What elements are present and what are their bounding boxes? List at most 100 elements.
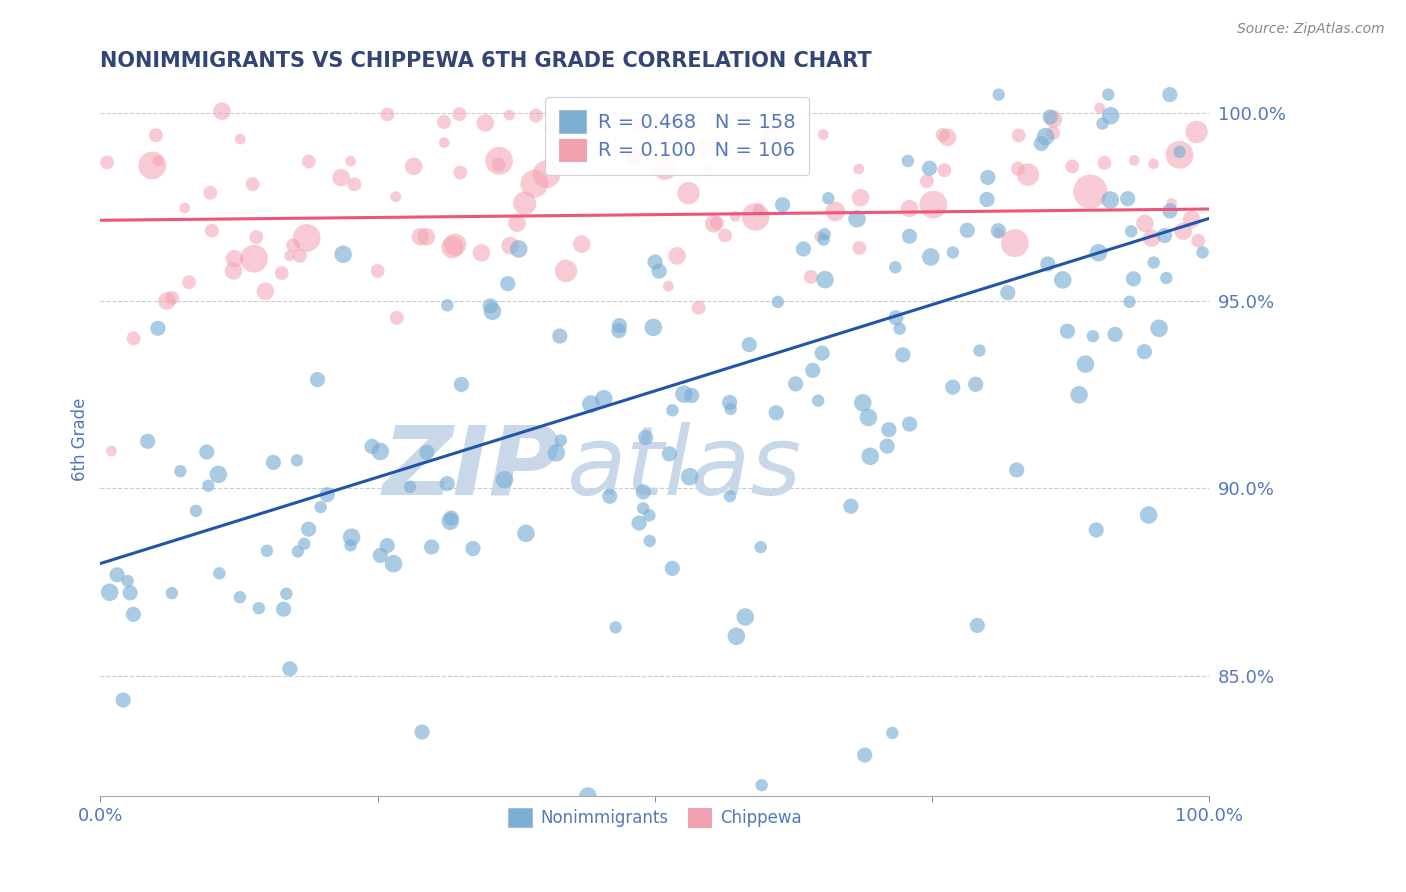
Point bbox=[309, 500, 332, 514]
Point bbox=[436, 476, 458, 491]
Text: ZIP: ZIP bbox=[382, 422, 561, 515]
Point bbox=[450, 377, 472, 392]
Point bbox=[633, 484, 655, 499]
Point bbox=[330, 170, 353, 185]
Point bbox=[548, 329, 571, 343]
Point bbox=[496, 277, 519, 291]
Point bbox=[898, 417, 921, 431]
Point bbox=[169, 464, 191, 478]
Point bbox=[839, 499, 862, 513]
Point bbox=[1097, 87, 1119, 102]
Point bbox=[256, 544, 278, 558]
Point bbox=[679, 469, 702, 483]
Point bbox=[1159, 203, 1181, 218]
Point bbox=[817, 191, 839, 205]
Point bbox=[436, 298, 458, 312]
Point bbox=[292, 537, 315, 551]
Point bbox=[370, 549, 392, 563]
Point bbox=[877, 423, 900, 437]
Point bbox=[1116, 192, 1139, 206]
Point bbox=[792, 242, 814, 256]
Point bbox=[523, 177, 546, 191]
Point bbox=[665, 249, 688, 263]
Point bbox=[808, 229, 831, 244]
Point bbox=[316, 488, 339, 502]
Point bbox=[536, 167, 558, 181]
Point bbox=[648, 264, 671, 278]
Point bbox=[242, 177, 264, 191]
Point bbox=[987, 87, 1010, 102]
Point bbox=[474, 116, 496, 130]
Point bbox=[765, 406, 787, 420]
Point bbox=[638, 508, 661, 523]
Point bbox=[538, 120, 561, 134]
Point bbox=[724, 210, 747, 224]
Point bbox=[599, 489, 621, 503]
Point bbox=[738, 337, 761, 351]
Point bbox=[643, 320, 665, 334]
Point bbox=[772, 198, 794, 212]
Point bbox=[898, 202, 921, 216]
Point bbox=[987, 226, 1010, 240]
Point bbox=[1173, 224, 1195, 238]
Point bbox=[749, 540, 772, 554]
Point bbox=[859, 450, 882, 464]
Point bbox=[718, 489, 741, 503]
Point bbox=[295, 231, 318, 245]
Point bbox=[638, 533, 661, 548]
Point bbox=[891, 348, 914, 362]
Point bbox=[377, 107, 399, 121]
Point bbox=[657, 279, 679, 293]
Point bbox=[884, 310, 907, 325]
Point bbox=[273, 602, 295, 616]
Point bbox=[285, 453, 308, 467]
Point bbox=[853, 747, 876, 762]
Point bbox=[1181, 212, 1204, 227]
Point bbox=[898, 229, 921, 244]
Point bbox=[858, 410, 880, 425]
Point bbox=[681, 388, 703, 402]
Point bbox=[441, 240, 464, 254]
Point bbox=[997, 285, 1019, 300]
Point bbox=[969, 343, 991, 358]
Point bbox=[229, 132, 252, 146]
Point bbox=[197, 478, 219, 492]
Point bbox=[515, 526, 537, 541]
Point bbox=[942, 245, 965, 260]
Point bbox=[1122, 272, 1144, 286]
Point bbox=[461, 541, 484, 556]
Point bbox=[1123, 153, 1146, 168]
Point bbox=[278, 249, 301, 263]
Point bbox=[200, 186, 222, 200]
Point bbox=[339, 154, 361, 169]
Text: atlas: atlas bbox=[567, 422, 801, 515]
Point bbox=[440, 511, 463, 525]
Point bbox=[915, 174, 938, 188]
Point bbox=[555, 264, 578, 278]
Point bbox=[1187, 234, 1209, 248]
Point bbox=[658, 447, 681, 461]
Point bbox=[270, 266, 292, 280]
Point bbox=[1121, 224, 1143, 238]
Point bbox=[634, 430, 657, 444]
Point bbox=[494, 473, 516, 487]
Point bbox=[1088, 101, 1111, 115]
Point bbox=[120, 586, 142, 600]
Point bbox=[1160, 196, 1182, 211]
Point bbox=[262, 455, 284, 469]
Point bbox=[1017, 168, 1039, 182]
Point bbox=[697, 162, 720, 177]
Point bbox=[848, 241, 870, 255]
Point bbox=[141, 159, 163, 173]
Point bbox=[800, 269, 823, 284]
Point bbox=[751, 778, 773, 792]
Point bbox=[375, 539, 398, 553]
Point bbox=[1042, 126, 1064, 140]
Point bbox=[499, 238, 522, 252]
Point bbox=[576, 789, 599, 803]
Point bbox=[506, 216, 529, 230]
Point bbox=[813, 128, 835, 142]
Point bbox=[439, 514, 461, 528]
Point bbox=[965, 377, 987, 392]
Point bbox=[987, 224, 1010, 238]
